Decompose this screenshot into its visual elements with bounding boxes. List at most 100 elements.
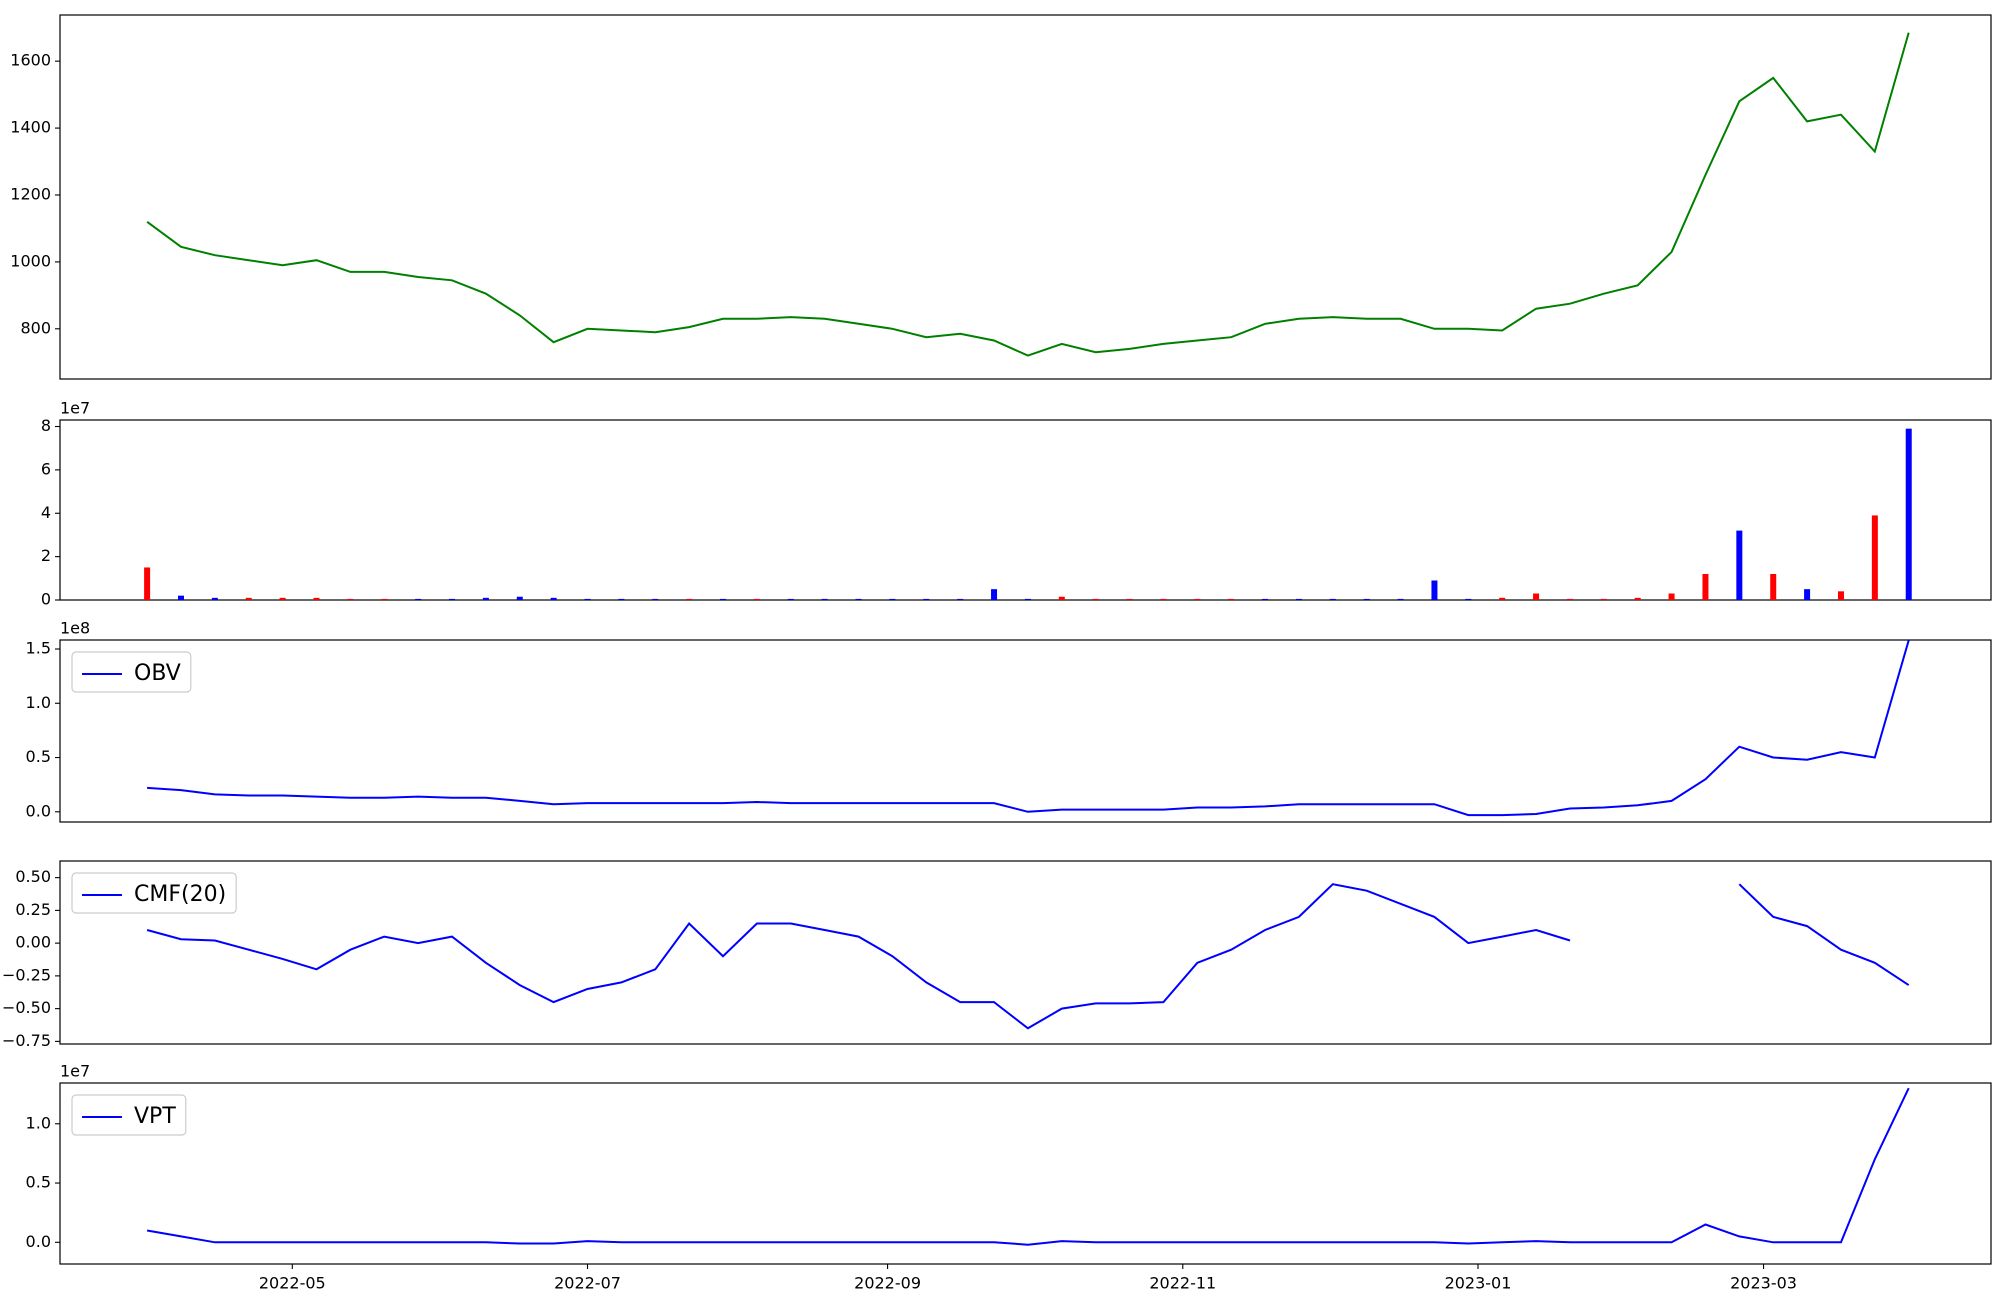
- y-tick-label: −0.75: [2, 1031, 51, 1050]
- bar: [1702, 573, 1709, 600]
- bar: [1126, 598, 1133, 600]
- bar: [1431, 580, 1438, 600]
- bar: [449, 598, 456, 600]
- bar: [1228, 598, 1235, 600]
- legend-label: OBV: [134, 661, 181, 686]
- bar: [923, 598, 930, 600]
- line: [146, 1087, 1910, 1246]
- legend: [71, 1094, 187, 1136]
- bar: [957, 598, 964, 600]
- y-tick-label: 0.00: [15, 933, 51, 952]
- x-tick-label: 2023-03: [1730, 1274, 1797, 1293]
- bar: [245, 597, 252, 600]
- x-tick-label: 2022-05: [259, 1274, 326, 1293]
- y-tick-label: 4: [41, 503, 51, 522]
- bar: [211, 597, 218, 600]
- line: [146, 32, 1910, 357]
- y-tick-label: 1600: [10, 51, 51, 70]
- bar: [855, 598, 862, 600]
- y-tick-label: 0: [41, 590, 51, 609]
- plot-frame: [59, 1082, 1992, 1265]
- bar: [1804, 589, 1811, 600]
- y-tick-label: 1400: [10, 118, 51, 137]
- bar: [1499, 597, 1506, 600]
- y-tick-label: 0.25: [15, 900, 51, 919]
- bar: [1837, 591, 1844, 600]
- bar: [1397, 598, 1404, 600]
- bar: [550, 597, 557, 600]
- y-tick-label: 6: [41, 459, 51, 478]
- bar: [177, 595, 184, 600]
- bar: [991, 589, 998, 600]
- bar: [1295, 598, 1302, 600]
- bar: [1363, 598, 1370, 600]
- bar: [415, 598, 422, 600]
- y-tick-label: 800: [20, 318, 51, 337]
- bar: [1329, 598, 1336, 600]
- y-tick-label: 0.5: [26, 1173, 51, 1192]
- axis-offset-label: 1e8: [60, 619, 90, 638]
- bar: [652, 598, 659, 600]
- bar: [1024, 598, 1031, 600]
- x-tick-label: 2022-11: [1149, 1274, 1216, 1293]
- bar: [1668, 593, 1675, 600]
- y-tick-label: −0.50: [2, 998, 51, 1017]
- legend: [71, 872, 237, 914]
- bar: [381, 598, 388, 600]
- bar: [1634, 597, 1641, 600]
- y-tick-label: 1000: [10, 251, 51, 270]
- bar: [516, 596, 523, 600]
- legend: [71, 651, 192, 693]
- bar: [1600, 598, 1607, 600]
- plot-frame: [59, 639, 1992, 823]
- x-tick-label: 2022-07: [554, 1274, 621, 1293]
- bar: [279, 597, 286, 600]
- bar: [1566, 598, 1573, 600]
- bar: [753, 598, 760, 600]
- y-tick-label: 8: [41, 416, 51, 435]
- bar: [1871, 515, 1878, 600]
- line: [146, 883, 1910, 1030]
- y-tick-label: 0.5: [26, 747, 51, 766]
- bar: [1262, 598, 1269, 600]
- y-tick-label: 2: [41, 546, 51, 565]
- line: [147, 640, 1910, 817]
- bar: [1770, 573, 1777, 600]
- x-tick-label: 2022-09: [854, 1274, 921, 1293]
- axis-offset-label: 1e7: [60, 1062, 90, 1081]
- y-tick-label: 0.0: [26, 801, 51, 820]
- bar: [889, 598, 896, 600]
- bar: [584, 598, 591, 600]
- legend-label: VPT: [134, 1104, 176, 1129]
- bar: [313, 597, 320, 600]
- plot-frame: [59, 14, 1992, 380]
- y-tick-label: 0.50: [15, 867, 51, 886]
- plot-frame: [59, 419, 1992, 601]
- bar: [821, 598, 828, 600]
- bar: [347, 598, 354, 600]
- bar: [1092, 598, 1099, 600]
- y-tick-label: −0.25: [2, 965, 51, 984]
- bar: [1160, 598, 1167, 600]
- axis-offset-label: 1e7: [60, 399, 90, 418]
- bar: [1533, 593, 1540, 600]
- bar: [482, 597, 489, 600]
- y-tick-label: 1.5: [26, 639, 51, 658]
- y-tick-label: 1.0: [26, 693, 51, 712]
- x-tick-label: 2023-01: [1445, 1274, 1512, 1293]
- bar: [618, 598, 625, 600]
- bar: [1736, 530, 1743, 600]
- bar: [1465, 598, 1472, 600]
- legend-label: CMF(20): [134, 882, 226, 907]
- y-tick-label: 0.0: [26, 1232, 51, 1251]
- y-tick-label: 1.0: [26, 1113, 51, 1132]
- bar: [1905, 428, 1912, 600]
- plot-frame: [59, 860, 1992, 1045]
- bar: [720, 598, 727, 600]
- y-tick-label: 1200: [10, 184, 51, 203]
- bar: [686, 598, 693, 600]
- bar: [787, 598, 794, 600]
- bar: [1194, 598, 1201, 600]
- bar: [144, 567, 151, 600]
